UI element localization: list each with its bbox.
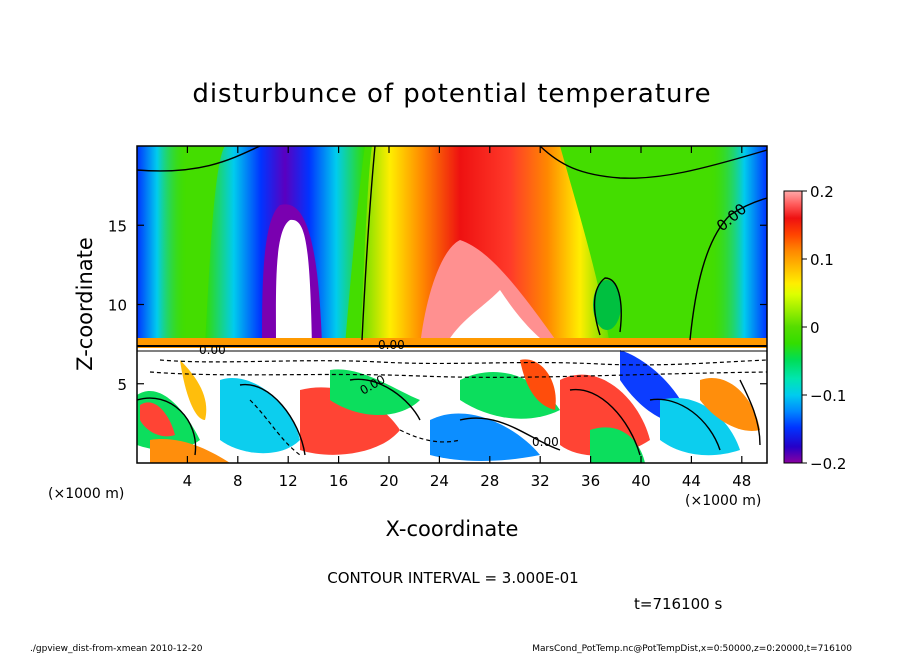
time-label: t=716100 s <box>634 595 722 613</box>
x-tick-label: 24 <box>430 472 449 490</box>
y-ticks: 5 10 15 <box>108 217 767 394</box>
colorbar-ticks: 0.2 0.1 0 −0.1 −0.2 <box>802 183 846 473</box>
warm-peak <box>445 290 550 346</box>
x-axis-label: X-coordinate <box>386 517 519 541</box>
colorbar-tick-label: 0 <box>810 319 820 337</box>
colorbar-tick-label: 0.1 <box>810 251 834 269</box>
y-axis-label: Z-coordinate <box>73 237 97 371</box>
footer-right: MarsCond_PotTemp.nc@PotTempDist,x=0:5000… <box>532 644 852 654</box>
x-tick-label: 20 <box>379 472 398 490</box>
x-ticks: 4 8 12 16 20 24 28 32 36 40 44 48 <box>183 146 751 490</box>
x-unit-label: (×1000 m) <box>685 493 761 509</box>
contour-interval: CONTOUR INTERVAL = 3.000E-01 <box>327 569 578 587</box>
colorbar-tick-label: −0.1 <box>810 387 846 405</box>
chart-title: disturbunce of potential temperature <box>192 79 711 109</box>
contour-label: 0.00 <box>199 343 226 357</box>
colorbar-tick-label: 0.2 <box>810 183 834 201</box>
footer-left: ./gpview_dist-from-xmean 2010-12-20 <box>30 644 203 654</box>
x-tick-label: 36 <box>581 472 600 490</box>
lower-blobs <box>137 350 760 463</box>
green-blob <box>593 280 621 330</box>
y-unit-label: (×1000 m) <box>48 486 124 502</box>
x-tick-label: 12 <box>279 472 298 490</box>
x-tick-label: 48 <box>732 472 751 490</box>
left-edge-cool <box>137 146 187 346</box>
warm-plume <box>360 146 610 346</box>
x-tick-label: 16 <box>329 472 348 490</box>
colorbar-tick-label: −0.2 <box>810 455 846 473</box>
x-tick-label: 44 <box>682 472 701 490</box>
x-tick-label: 28 <box>480 472 499 490</box>
contour-label: 0.00 <box>532 435 559 449</box>
contour-dashes <box>149 359 767 456</box>
right-edge-cool <box>710 146 767 346</box>
y-tick-label: 15 <box>108 217 127 235</box>
cold-core-white <box>275 219 312 346</box>
contour-label: 0.00 <box>378 338 405 352</box>
y-tick-label: 10 <box>108 297 127 315</box>
x-tick-label: 32 <box>531 472 550 490</box>
colorbar <box>783 190 803 464</box>
x-tick-label: 4 <box>183 472 193 490</box>
plot-area <box>137 146 767 463</box>
x-tick-label: 40 <box>631 472 650 490</box>
warm-core <box>420 240 560 346</box>
x-tick-label: 8 <box>233 472 243 490</box>
contour-lines <box>137 146 767 456</box>
y-tick-label: 5 <box>117 376 127 394</box>
